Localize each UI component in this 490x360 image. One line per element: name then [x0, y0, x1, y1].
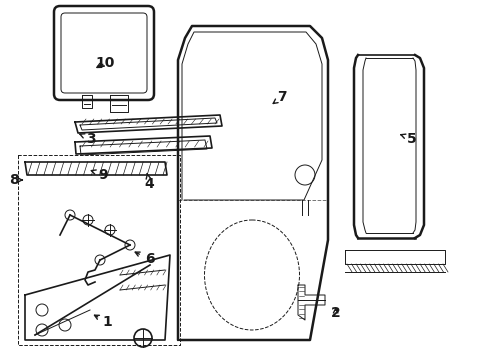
Text: 7: 7 [273, 90, 287, 104]
Text: 2: 2 [331, 306, 341, 320]
Text: 1: 1 [95, 315, 113, 329]
Text: 8: 8 [9, 173, 22, 187]
Text: 10: 10 [96, 56, 115, 70]
Text: 6: 6 [135, 252, 154, 266]
FancyBboxPatch shape [54, 6, 154, 100]
Text: 5: 5 [401, 132, 416, 145]
Text: 4: 4 [145, 174, 154, 190]
Text: 3: 3 [80, 132, 96, 145]
Text: 9: 9 [91, 168, 108, 181]
